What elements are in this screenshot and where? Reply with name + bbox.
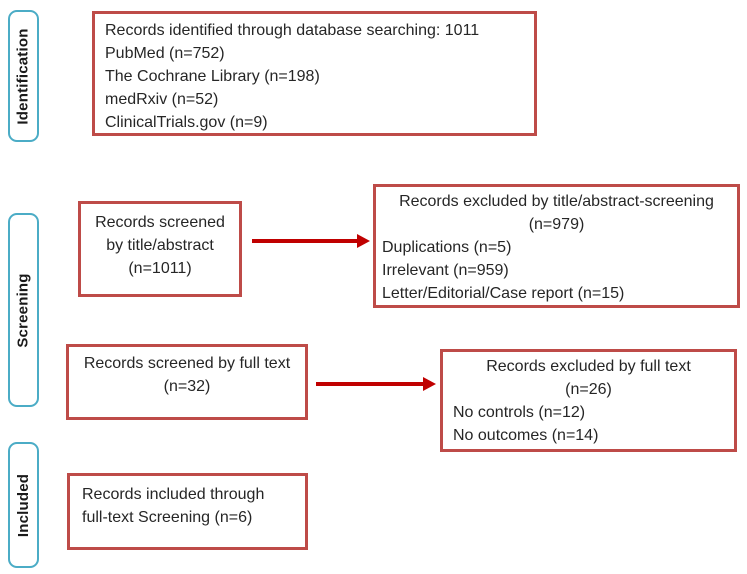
screened-ta-count: (n=1011) xyxy=(128,260,192,277)
records-identified-total: Records identified through database sear… xyxy=(105,22,480,39)
box-records-identified: Records identified through database sear… xyxy=(92,11,537,136)
records-identified-clinicaltrials: ClinicalTrials.gov (n=9) xyxy=(105,114,268,131)
screened-ft-count: (n=32) xyxy=(163,378,211,395)
box-records-included: Records included through full-text Scree… xyxy=(67,473,308,550)
box-excluded-title-abstract: Records excluded by title/abstract-scree… xyxy=(373,184,740,308)
excluded-ft-count: (n=26) xyxy=(565,381,612,398)
stage-label-screening: Screening xyxy=(8,213,39,407)
stage-label-included: Included xyxy=(8,442,39,568)
arrow-shaft xyxy=(316,382,424,386)
arrow-full-text-exclusion xyxy=(316,377,436,391)
arrow-title-abstract-exclusion xyxy=(252,234,370,248)
records-identified-medrxiv: medRxiv (n=52) xyxy=(105,91,219,108)
included-line1: Records included through xyxy=(82,486,265,503)
arrow-shaft xyxy=(252,239,358,243)
excluded-ta-irrelevant: Irrelevant (n=959) xyxy=(382,262,509,279)
stage-label-identification: Identification xyxy=(8,10,39,142)
stage-label-screening-text: Screening xyxy=(15,272,33,348)
box-excluded-full-text: Records excluded by full text (n=26) No … xyxy=(440,349,737,452)
stage-label-identification-text: Identification xyxy=(15,27,33,125)
arrow-head-icon xyxy=(357,234,370,248)
screened-ft-line1: Records screened by full text xyxy=(83,355,291,372)
arrow-head-icon xyxy=(423,377,436,391)
excluded-ta-count: (n=979) xyxy=(528,216,585,233)
box-screened-title-abstract: Records screened by title/abstract (n=10… xyxy=(78,201,242,297)
records-identified-cochrane: The Cochrane Library (n=198) xyxy=(105,68,320,85)
stage-label-included-text: Included xyxy=(15,473,32,537)
included-line2: full-text Screening (n=6) xyxy=(82,509,253,526)
box-screened-full-text: Records screened by full text (n=32) xyxy=(66,344,308,420)
excluded-ta-title: Records excluded by title/abstract-scree… xyxy=(399,193,714,210)
excluded-ft-no-controls: No controls (n=12) xyxy=(453,404,586,421)
screened-ta-line2: by title/abstract xyxy=(106,237,214,254)
excluded-ta-letter-editorial: Letter/Editorial/Case report (n=15) xyxy=(382,285,625,302)
excluded-ft-title: Records excluded by full text xyxy=(486,358,691,375)
excluded-ta-duplications: Duplications (n=5) xyxy=(382,239,512,256)
records-identified-pubmed: PubMed (n=752) xyxy=(105,45,225,62)
screened-ta-line1: Records screened xyxy=(95,214,225,231)
excluded-ft-no-outcomes: No outcomes (n=14) xyxy=(453,427,599,444)
